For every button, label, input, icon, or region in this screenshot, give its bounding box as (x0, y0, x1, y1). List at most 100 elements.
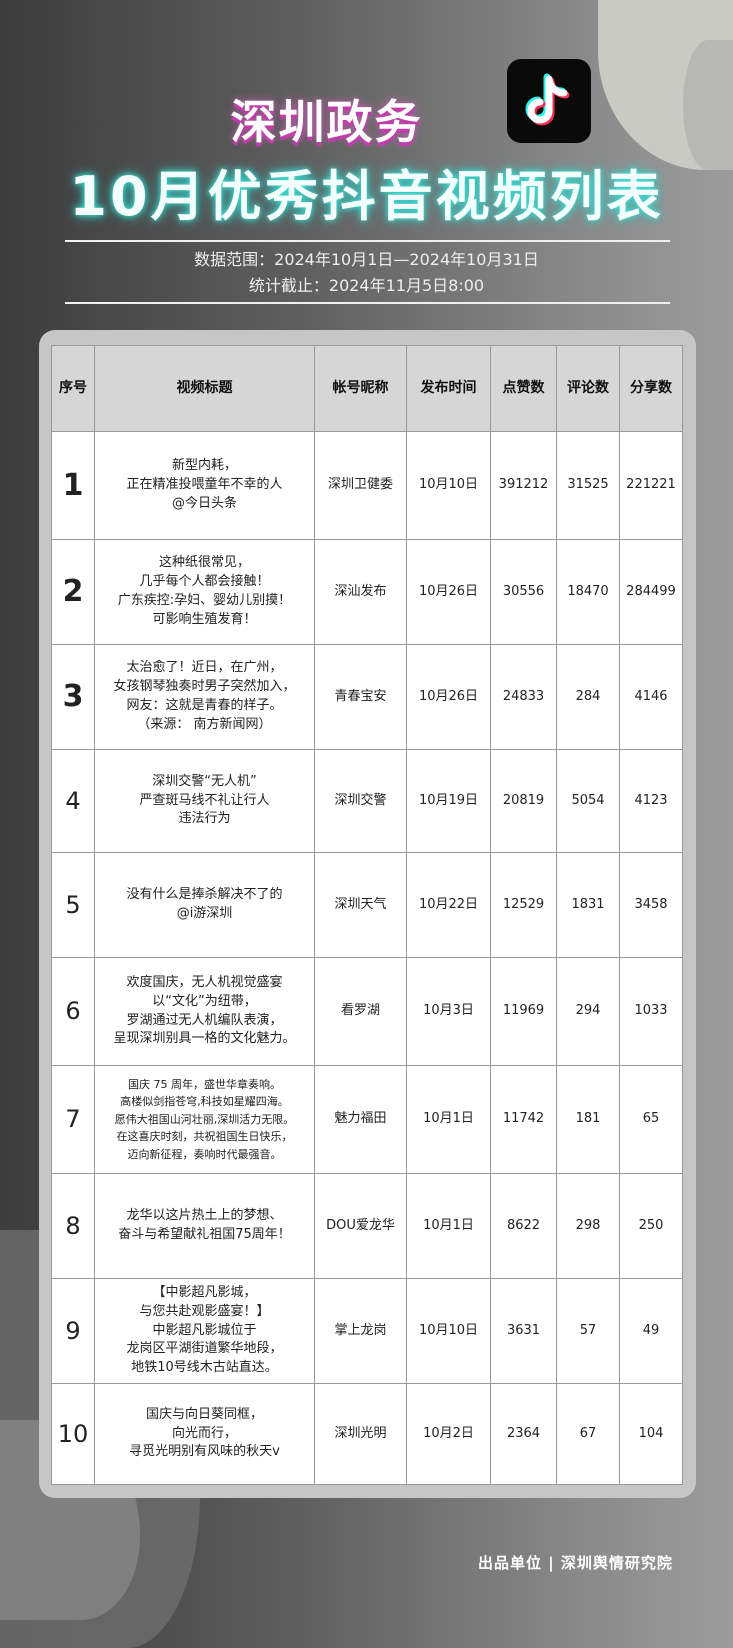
shares-cell: 250 (619, 1173, 683, 1279)
table-row: 4 深圳交警“无人机” 严查斑马线不礼让行人 违法行为 深圳交警 10月19日 20819 5… (51, 749, 683, 853)
title-line: 女孩钢琴独奏时男子突然加入， (113, 679, 296, 695)
comments-cell: 294 (556, 957, 620, 1066)
date-cell: 10月1日 (406, 1065, 491, 1174)
table-row: 1 新型内耗， 正在精准投喂童年不幸的人 @今日头条 深圳卫健委 10月10日 391212… (51, 431, 683, 540)
title-line: 这种纸很常见， (158, 555, 250, 571)
title-line: 正在精准投喂童年不幸的人 (126, 477, 283, 493)
date-cell: 10月10日 (406, 431, 491, 540)
video-title-cell: 国庆与向日葵同框， 向光而行， 寻觅光明别有风味的秋天v (94, 1383, 315, 1485)
decor-shape (683, 40, 733, 170)
account-cell: 深圳光明 (314, 1383, 407, 1485)
title-line: 没有什么是捧杀解决不了的 (126, 887, 283, 903)
comments-cell: 1831 (556, 852, 620, 958)
tiktok-icon (507, 59, 591, 143)
rank-cell: 1 (51, 431, 95, 540)
title-line: 国庆与向日葵同框， (145, 1406, 263, 1422)
video-title-cell: 新型内耗， 正在精准投喂童年不幸的人 @今日头条 (94, 431, 315, 540)
col-account: 帐号昵称 (314, 345, 407, 432)
comments-cell: 67 (556, 1383, 620, 1485)
comments-cell: 57 (556, 1278, 620, 1384)
col-shares: 分享数 (619, 345, 683, 432)
shares-cell: 65 (619, 1065, 683, 1174)
title-line: 奋斗与希望献礼祖国75周年！ (118, 1227, 291, 1242)
table-row: 2 这种纸很常见， 几乎每个人都会接触！ 广东疾控:孕妇、婴幼儿别摸！ 可影响生殖发育！… (51, 539, 683, 645)
col-title: 视频标题 (94, 345, 315, 432)
col-date: 发布时间 (406, 345, 491, 432)
table-header: 序号 视频标题 帐号昵称 发布时间 点赞数 评论数 分享数 (51, 345, 683, 432)
table-row: 3 太治愈了！近日，在广州， 女孩钢琴独奏时男子突然加入， 网友：这就是青春的样子。 （… (51, 644, 683, 750)
account-cell: 看罗湖 (314, 957, 407, 1066)
comments-cell: 5054 (556, 749, 620, 853)
shares-cell: 284499 (619, 539, 683, 645)
title-line: 新型内耗， (171, 458, 237, 474)
title-line: 欢度国庆，无人机视觉盛宴 (126, 974, 283, 990)
title-line: （来源： 南方新闻网） (137, 716, 272, 732)
likes-cell: 20819 (490, 749, 557, 853)
likes-cell: 12529 (490, 852, 557, 958)
date-cell: 10月10日 (406, 1278, 491, 1384)
likes-cell: 30556 (490, 539, 557, 645)
rank-cell: 2 (51, 539, 95, 645)
likes-cell: 11969 (490, 957, 557, 1066)
date-cell: 10月2日 (406, 1383, 491, 1485)
title-line: 违法行为 (178, 811, 231, 827)
date-cell: 10月3日 (406, 957, 491, 1066)
title-line: 国庆 75 周年，盛世华章奏响。 (128, 1077, 281, 1091)
video-title-cell: 国庆 75 周年，盛世华章奏响。 高楼似剑指苍穹,科技如星耀四海。 愿伟大祖国山河壮… (94, 1065, 315, 1174)
title-line: 龙岗区平湖街道繁华地段， (126, 1341, 283, 1357)
account-cell: 深圳交警 (314, 749, 407, 853)
video-title-cell: 深圳交警“无人机” 严查斑马线不礼让行人 违法行为 (94, 749, 315, 853)
date-cell: 10月22日 (406, 852, 491, 958)
table-row: 7 国庆 75 周年，盛世华章奏响。 高楼似剑指苍穹,科技如星耀四海。 愿伟大祖国山河… (51, 1065, 683, 1174)
rank-cell: 9 (51, 1278, 95, 1384)
likes-cell: 8622 (490, 1173, 557, 1279)
date-cell: 10月26日 (406, 644, 491, 750)
likes-cell: 391212 (490, 431, 557, 540)
title-line: 在这喜庆时刻，共祝祖国生日快乐， (116, 1130, 293, 1144)
likes-cell: 11742 (490, 1065, 557, 1174)
rank-cell: 4 (51, 749, 95, 853)
account-cell: 深圳卫健委 (314, 431, 407, 540)
title-line: @i游深圳 (176, 906, 233, 921)
shares-cell: 1033 (619, 957, 683, 1066)
title-line: 中影超凡影城位于 (152, 1322, 257, 1338)
date-cell: 10月19日 (406, 749, 491, 853)
account-cell: 魅力福田 (314, 1065, 407, 1174)
title-line1: 深圳政务 (230, 95, 423, 149)
video-title-cell: 【中影超凡影城， 与您共赴观影盛宴！】 中影超凡影城位于 龙岗区平湖街道繁华地段， 地铁… (94, 1278, 315, 1384)
shares-cell: 4146 (619, 644, 683, 750)
title-line: 罗湖通过无人机编队表演， (126, 1012, 283, 1028)
likes-cell: 24833 (490, 644, 557, 750)
date-cell: 10月26日 (406, 539, 491, 645)
title-line: 高楼似剑指苍穹,科技如星耀四海。 (120, 1095, 289, 1109)
rank-cell: 7 (51, 1065, 95, 1174)
title-line: 呈现深圳别具一格的文化魅力。 (113, 1031, 296, 1047)
title-line: 寻觅光明别有风味的秋天v (129, 1444, 280, 1460)
account-cell: DOU爱龙华 (314, 1173, 407, 1279)
title-line: @今日头条 (171, 495, 237, 511)
likes-cell: 2364 (490, 1383, 557, 1485)
title-line: 几乎每个人都会接触！ (139, 574, 270, 590)
rank-cell: 6 (51, 957, 95, 1066)
divider (65, 302, 670, 304)
title-line: 深圳交警“无人机” (152, 773, 257, 789)
account-cell: 深汕发布 (314, 539, 407, 645)
data-range: 数据范围：2024年10月1日—2024年10月31日 (194, 250, 539, 269)
title-line: 严查斑马线不礼让行人 (139, 792, 270, 808)
likes-cell: 3631 (490, 1278, 557, 1384)
col-comments: 评论数 (556, 345, 620, 432)
divider (65, 240, 670, 242)
video-title-cell: 太治愈了！近日，在广州， 女孩钢琴独奏时男子突然加入， 网友：这就是青春的样子。 （来… (94, 644, 315, 750)
title-line2: 10月优秀抖音视频列表 (69, 165, 664, 228)
rank-cell: 10 (51, 1383, 95, 1485)
title-line: 网友：这就是青春的样子。 (126, 698, 283, 713)
comments-cell: 31525 (556, 431, 620, 540)
title-line: 可影响生殖发育！ (152, 611, 257, 627)
footer-producer: 出品单位 | 深圳舆情研究院 (478, 1554, 673, 1572)
comments-cell: 298 (556, 1173, 620, 1279)
shares-cell: 49 (619, 1278, 683, 1384)
cutoff-time: 统计截止：2024年11月5日8:00 (248, 276, 485, 295)
title-line: 愿伟大祖国山河壮丽,深圳活力无限。 (114, 1112, 295, 1126)
account-cell: 青春宝安 (314, 644, 407, 750)
table-row: 9 【中影超凡影城， 与您共赴观影盛宴！】 中影超凡影城位于 龙岗区平湖街道繁华地段， 地… (51, 1278, 683, 1384)
